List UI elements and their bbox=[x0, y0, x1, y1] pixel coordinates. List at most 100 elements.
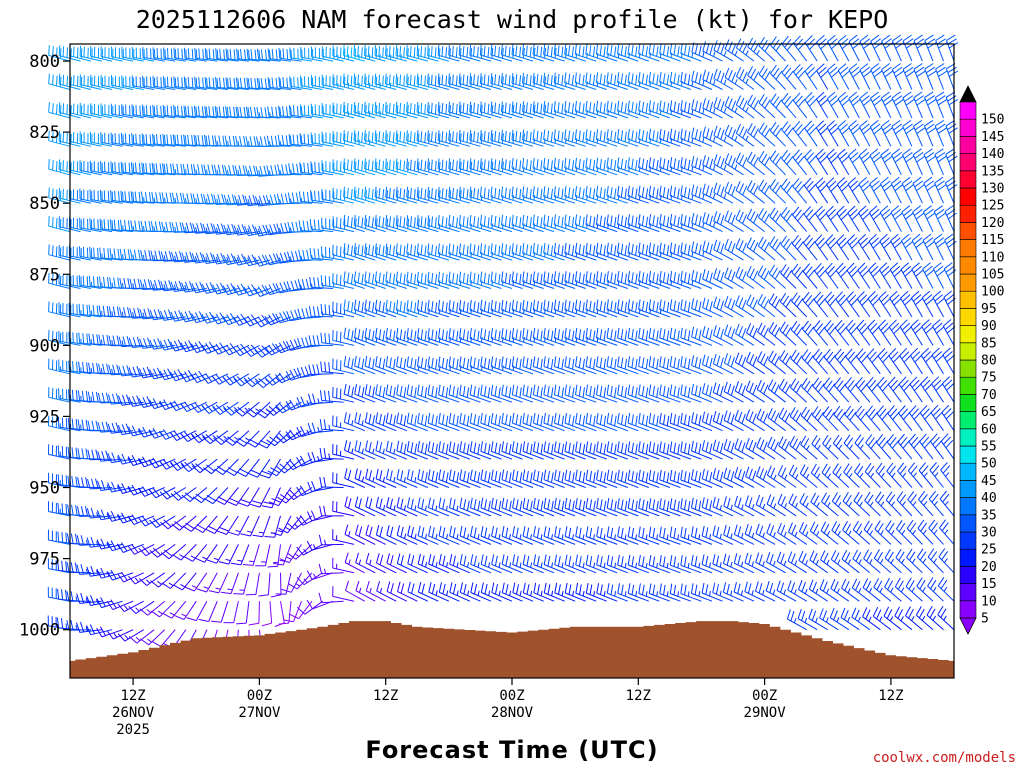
barb-flag bbox=[494, 470, 498, 482]
wind-barb bbox=[264, 343, 292, 356]
barb-flag bbox=[56, 161, 58, 172]
barb-flag bbox=[501, 441, 504, 452]
barb-flag bbox=[150, 221, 154, 232]
barb-half-flag bbox=[470, 308, 472, 314]
barb-flag bbox=[494, 244, 497, 255]
barb-flag bbox=[526, 301, 529, 312]
barb-flag bbox=[133, 249, 137, 260]
barb-staff bbox=[364, 365, 386, 375]
barb-flag bbox=[431, 272, 434, 284]
barb-flag bbox=[452, 583, 457, 595]
barb-flag bbox=[417, 441, 420, 452]
barb-flag bbox=[483, 301, 487, 312]
barb-flag bbox=[354, 161, 357, 173]
barb-half-flag bbox=[365, 308, 367, 314]
barb-flag bbox=[301, 49, 303, 60]
barb-half-flag bbox=[95, 599, 99, 605]
barb-flag bbox=[498, 188, 501, 200]
barb-flag bbox=[293, 48, 295, 59]
barb-half-flag bbox=[491, 251, 493, 258]
barb-flag bbox=[421, 527, 425, 538]
barb-half-flag bbox=[523, 251, 525, 258]
barb-flag bbox=[156, 134, 158, 145]
barb-flag bbox=[473, 102, 475, 113]
barb-flag bbox=[449, 497, 452, 508]
wind-barb bbox=[344, 468, 365, 488]
barb-half-flag bbox=[358, 559, 362, 565]
barb-flag bbox=[505, 555, 509, 566]
barb-flag bbox=[246, 441, 256, 448]
barb-half-flag bbox=[323, 568, 327, 574]
barb-half-flag bbox=[134, 577, 139, 583]
barb-flag bbox=[491, 469, 494, 480]
barb-flag bbox=[431, 527, 435, 538]
barb-flag bbox=[490, 101, 493, 112]
barb-flag bbox=[351, 386, 354, 398]
barb-flag bbox=[82, 275, 85, 286]
barb-flag bbox=[420, 159, 423, 170]
barb-flag bbox=[452, 131, 454, 142]
barb-flag bbox=[117, 633, 126, 642]
wind-barb bbox=[319, 476, 344, 488]
barb-flag bbox=[85, 477, 89, 488]
barb-flag bbox=[48, 130, 50, 141]
barb-flag bbox=[216, 465, 226, 473]
barb-flag bbox=[141, 133, 144, 144]
barb-staff bbox=[480, 394, 502, 403]
barb-half-flag bbox=[96, 512, 99, 518]
barb-flag bbox=[459, 190, 462, 201]
barb-flag bbox=[500, 44, 503, 55]
barb-flag bbox=[396, 190, 399, 201]
barb-flag bbox=[414, 302, 417, 313]
barb-flag bbox=[386, 553, 390, 564]
barb-flag bbox=[340, 132, 342, 144]
barb-staff bbox=[224, 487, 239, 505]
barb-flag bbox=[176, 163, 179, 174]
wind-barb bbox=[118, 394, 144, 406]
barb-staff bbox=[460, 563, 481, 574]
barb-flag bbox=[459, 384, 462, 395]
barb-flag bbox=[382, 273, 385, 285]
barb-flag bbox=[52, 46, 54, 57]
barb-flag bbox=[184, 401, 191, 411]
wind-barb bbox=[138, 572, 165, 586]
barb-flag bbox=[203, 194, 207, 205]
barb-flag bbox=[438, 412, 441, 424]
barb-flag bbox=[424, 443, 428, 455]
barb-flag bbox=[477, 103, 479, 115]
barb-flag bbox=[139, 105, 141, 116]
barb-flag bbox=[267, 106, 270, 117]
barb-half-flag bbox=[113, 632, 118, 638]
barb-flag bbox=[88, 304, 91, 315]
barb-flag bbox=[117, 543, 124, 553]
barb-flag bbox=[410, 329, 413, 340]
barb-flag bbox=[170, 105, 173, 117]
barb-flag bbox=[365, 161, 367, 173]
barb-staff bbox=[385, 281, 407, 289]
barb-flag bbox=[445, 330, 448, 342]
barb-staff bbox=[226, 515, 239, 535]
barb-flag bbox=[368, 216, 370, 227]
barb-flag bbox=[522, 186, 525, 197]
barb-flag bbox=[61, 589, 64, 600]
barb-flag bbox=[163, 549, 173, 557]
barb-flag bbox=[410, 244, 413, 255]
barb-half-flag bbox=[249, 560, 255, 563]
barb-flag bbox=[342, 73, 345, 84]
barb-flag bbox=[121, 512, 128, 522]
wind-barb bbox=[48, 272, 71, 289]
barb-flag bbox=[487, 444, 491, 455]
barb-flag bbox=[386, 525, 390, 536]
barb-staff bbox=[355, 506, 376, 517]
wind-barb bbox=[332, 500, 355, 517]
barb-flag bbox=[307, 163, 310, 174]
barb-flag bbox=[187, 76, 190, 88]
wind-barb bbox=[138, 396, 165, 408]
barb-flag bbox=[501, 214, 504, 226]
barb-flag bbox=[428, 553, 432, 565]
barb-flag bbox=[70, 76, 72, 88]
barb-flag bbox=[169, 192, 173, 203]
barb-staff bbox=[491, 366, 513, 375]
barb-flag bbox=[400, 470, 404, 481]
barb-flag bbox=[96, 510, 102, 520]
